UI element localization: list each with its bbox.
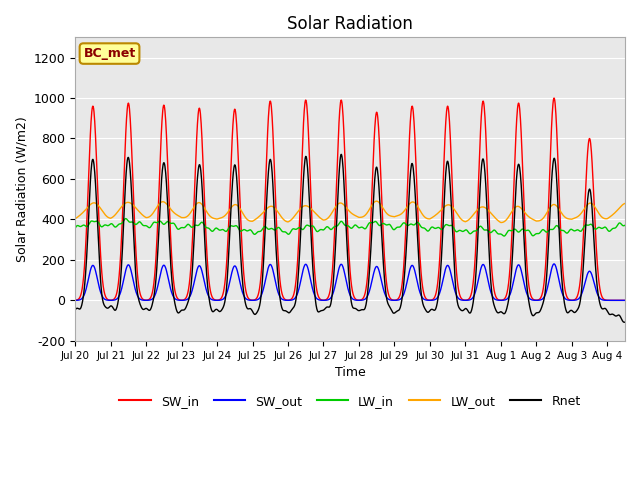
- LW_out: [577, 212, 584, 217]
- SW_out: [632, 298, 639, 303]
- X-axis label: Time: Time: [335, 366, 365, 379]
- Legend: SW_in, SW_out, LW_in, LW_out, Rnet: SW_in, SW_out, LW_in, LW_out, Rnet: [115, 390, 586, 412]
- SW_out: [550, 261, 558, 267]
- LW_in: [161, 221, 168, 227]
- LW_in: [344, 223, 352, 229]
- SW_out: [576, 294, 584, 300]
- SW_in: [632, 298, 639, 303]
- Rnet: [71, 307, 79, 312]
- SW_out: [71, 298, 79, 303]
- LW_in: [493, 230, 500, 236]
- Rnet: [493, 309, 500, 315]
- SW_out: [639, 298, 640, 303]
- SW_out: [333, 274, 341, 279]
- SW_out: [344, 285, 352, 291]
- Rnet: [344, 264, 352, 270]
- Rnet: [632, 311, 639, 316]
- Line: SW_out: SW_out: [75, 264, 640, 300]
- Line: SW_in: SW_in: [75, 98, 640, 300]
- LW_out: [160, 199, 168, 205]
- SW_in: [493, 295, 500, 300]
- Rnet: [160, 160, 168, 166]
- Rnet: [333, 209, 341, 215]
- LW_out: [493, 216, 500, 222]
- Title: Solar Radiation: Solar Radiation: [287, 15, 413, 33]
- LW_out: [639, 216, 640, 222]
- LW_out: [333, 202, 341, 208]
- LW_in: [122, 216, 130, 221]
- SW_in: [344, 230, 352, 236]
- SW_in: [160, 102, 168, 108]
- Rnet: [576, 300, 584, 306]
- Text: BC_met: BC_met: [83, 47, 136, 60]
- LW_out: [372, 198, 380, 204]
- LW_in: [632, 224, 639, 229]
- LW_in: [577, 228, 584, 234]
- Line: Rnet: Rnet: [75, 155, 640, 323]
- LW_out: [71, 216, 79, 222]
- LW_out: [632, 211, 639, 216]
- SW_out: [493, 297, 500, 303]
- SW_in: [550, 95, 558, 101]
- Rnet: [625, 320, 632, 325]
- LW_in: [639, 228, 640, 234]
- SW_in: [576, 281, 584, 287]
- SW_out: [160, 263, 168, 268]
- LW_in: [500, 233, 508, 239]
- Rnet: [337, 152, 345, 157]
- Line: LW_out: LW_out: [75, 201, 640, 223]
- Rnet: [639, 309, 640, 315]
- SW_in: [71, 298, 79, 303]
- LW_out: [497, 220, 505, 226]
- Y-axis label: Solar Radiation (W/m2): Solar Radiation (W/m2): [15, 116, 28, 262]
- LW_in: [71, 225, 79, 231]
- LW_out: [344, 207, 352, 213]
- Line: LW_in: LW_in: [75, 218, 640, 236]
- SW_in: [639, 298, 640, 303]
- LW_in: [333, 223, 341, 228]
- SW_in: [333, 164, 341, 169]
